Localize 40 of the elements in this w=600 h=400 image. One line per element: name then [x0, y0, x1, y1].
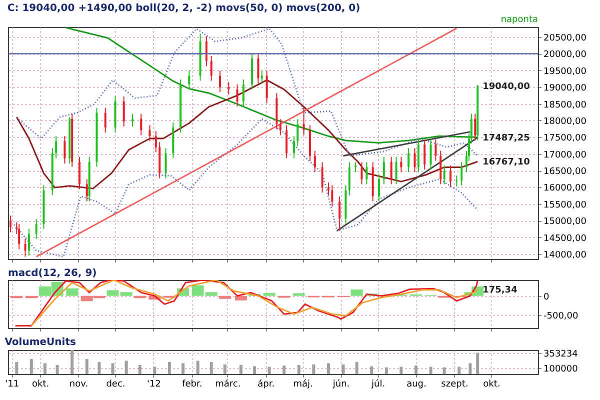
- x-tick-label: okt.: [32, 380, 50, 390]
- annotation: 19040,00: [482, 82, 530, 92]
- x-tick-label: ápr.: [258, 378, 275, 390]
- chart-title: C: 19040,00 +1490,00 boll(20, 2, -2) movs(50, 0) movs(200, 0): [7, 3, 360, 14]
- y-tick-label: -500,00: [544, 311, 579, 322]
- y-tick-label: 18000,00: [544, 116, 587, 127]
- y-tick-label: 17000,00: [544, 150, 587, 160]
- y-tick-label: 20000,00: [544, 50, 587, 60]
- chart-title: VolumeUnits: [4, 336, 76, 348]
- y-tick-label: 19000,00: [544, 84, 587, 94]
- y-tick-label: 14000,00: [544, 250, 587, 260]
- x-tick-label: okt.: [483, 380, 500, 390]
- y-tick-label: 15000,00: [544, 217, 587, 228]
- x-tick-label: szept.: [441, 380, 468, 390]
- y-tick-label: 17500,00: [544, 134, 587, 144]
- y-tick-label: 0: [544, 292, 550, 302]
- chart-title: macd(12, 26, 9): [8, 268, 97, 279]
- x-tick-label: márc.: [215, 378, 241, 390]
- y-tick-label: 16500,00: [544, 167, 587, 178]
- y-tick-label: 353234: [544, 349, 578, 360]
- y-tick-label: 20500,00: [544, 34, 587, 44]
- x-tick-label: nov.: [69, 380, 88, 390]
- x-tick-label: dec.: [106, 380, 126, 390]
- y-tick-label: 16000,00: [544, 184, 587, 194]
- x-tick-label: '11: [5, 380, 20, 390]
- x-tick-label: jún.: [332, 378, 350, 390]
- annotation: 16767,10: [482, 158, 530, 168]
- x-tick-label: aug.: [406, 380, 426, 390]
- y-tick-label: 14500,00: [544, 234, 587, 244]
- text: naponta: [500, 15, 538, 25]
- y-tick-label: 19500,00: [544, 66, 587, 77]
- y-tick-label: 100000: [544, 364, 578, 374]
- x-tick-label: máj.: [293, 378, 313, 390]
- annotation: 17487,25: [482, 134, 530, 144]
- annotation: 175,34: [482, 285, 518, 296]
- y-tick-label: 15500,00: [544, 200, 587, 210]
- x-tick-label: febr.: [182, 380, 202, 390]
- y-tick-label: 18500,00: [544, 100, 587, 110]
- x-tick-label: júl.: [370, 378, 386, 390]
- x-tick-label: '12: [146, 380, 161, 390]
